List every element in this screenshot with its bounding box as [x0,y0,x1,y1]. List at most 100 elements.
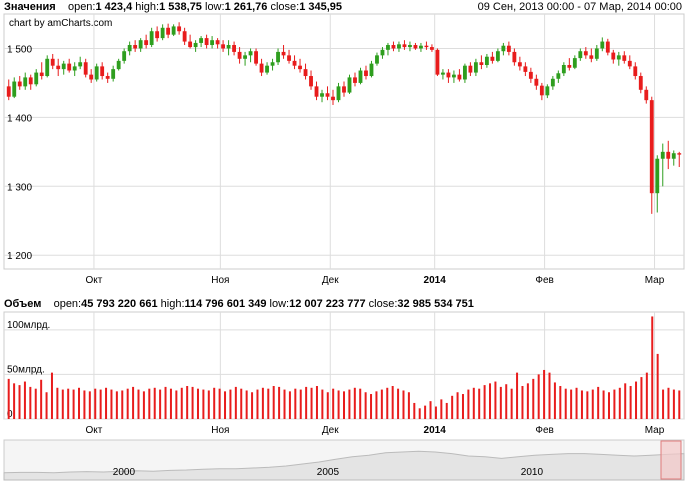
candle-body [550,78,555,87]
volume-bar [186,386,189,419]
candle-body [298,65,302,70]
price-y-tick-label: 1 300 [7,182,32,193]
volume-x-tick-label: Мар [645,425,665,436]
volume-bar [315,386,318,419]
volume-bar [537,374,540,419]
volume-bar [348,389,351,419]
volume-bar [375,391,378,419]
candle-body [561,65,566,74]
volume-bar [672,389,675,419]
volume-bar [191,386,194,419]
candle-body [320,93,324,97]
candle-body [408,45,412,48]
volume-bar [667,387,670,419]
volume-bar [94,388,97,419]
volume-close-value: 32 985 534 751 [397,298,474,310]
candle-body [133,45,138,49]
candle-body [358,70,363,83]
volume-y-tick-label: 0 [7,409,13,420]
candle-body [111,69,116,79]
candle-body [649,100,654,194]
volume-bar [137,389,140,419]
volume-bar [635,381,638,419]
candle-body [12,81,17,97]
volume-bar [45,392,48,419]
high-value: 1 538,75 [159,1,202,13]
chart-credit-link[interactable]: chart by amCharts.com [9,18,113,29]
candle-body [122,51,127,61]
candle-body [314,86,319,97]
candle-body [17,81,22,87]
candle-body [248,51,253,56]
candle-body [61,63,66,70]
candle-body [501,45,506,52]
volume-bar [629,386,632,419]
volume-bar [645,372,648,419]
price-x-tick-label: Мар [645,275,665,286]
candle-body [166,27,171,35]
volume-bar [88,391,91,419]
candle-body [127,45,132,52]
candle-body [78,62,83,67]
candle-body [594,48,599,59]
volume-bar [234,386,237,419]
candle-body [67,63,72,71]
candle-body [375,55,379,64]
volume-bar [337,390,340,419]
open-value: 1 423,4 [95,1,133,13]
volume-low-value: 12 007 223 777 [289,298,366,310]
candle-body [259,63,264,73]
volume-bar [499,386,502,419]
volume-bar [180,387,183,419]
volume-bar [597,386,600,419]
candle-body [506,45,511,52]
candle-body [638,76,643,90]
candle-body [424,45,429,48]
open-label: open: [67,1,96,13]
candle-body [369,63,374,77]
candle-body [677,153,682,155]
candle-body [517,62,522,67]
volume-bar [175,390,178,419]
volume-bar [451,395,454,419]
volume-bar [310,387,313,419]
candle-body [397,44,401,49]
low-value: 1 261,76 [224,1,268,13]
candle-body [528,71,533,79]
volume-bar [23,381,26,419]
price-y-tick-label: 1 200 [7,251,32,262]
candle-body [204,38,209,46]
volume-bar [656,353,659,419]
scrollbar-selection-handle[interactable] [660,440,682,480]
volume-bar [413,402,416,419]
volume-bar [651,316,654,419]
volume-bar [370,394,373,419]
volume-bar [196,388,199,419]
price-panel-title: Значения [4,1,56,13]
volume-bar [343,391,345,419]
candle-body [303,69,308,77]
volume-bar [472,387,475,419]
candle-body [28,77,33,85]
volume-bar [72,389,75,419]
candle-body [391,45,396,49]
scrollbar-year-label: 2010 [521,467,544,478]
candle-body [331,96,335,101]
candle-body [479,62,484,65]
candle-body [441,72,445,75]
candle-body [199,38,204,43]
scrollbar-overview-area [3,450,685,481]
volume-bar [126,388,129,419]
volume-x-tick-label: 2014 [424,425,447,436]
candle-body [583,51,588,56]
volume-bar [483,385,486,419]
candle-body [39,72,44,77]
volume-x-tick-label: Окт [86,425,103,436]
candle-body [342,86,346,93]
volume-bar [121,390,124,419]
volume-bar [50,372,53,419]
candle-body [556,73,561,79]
price-x-tick-label: 2014 [424,275,447,286]
candle-body [413,45,418,49]
